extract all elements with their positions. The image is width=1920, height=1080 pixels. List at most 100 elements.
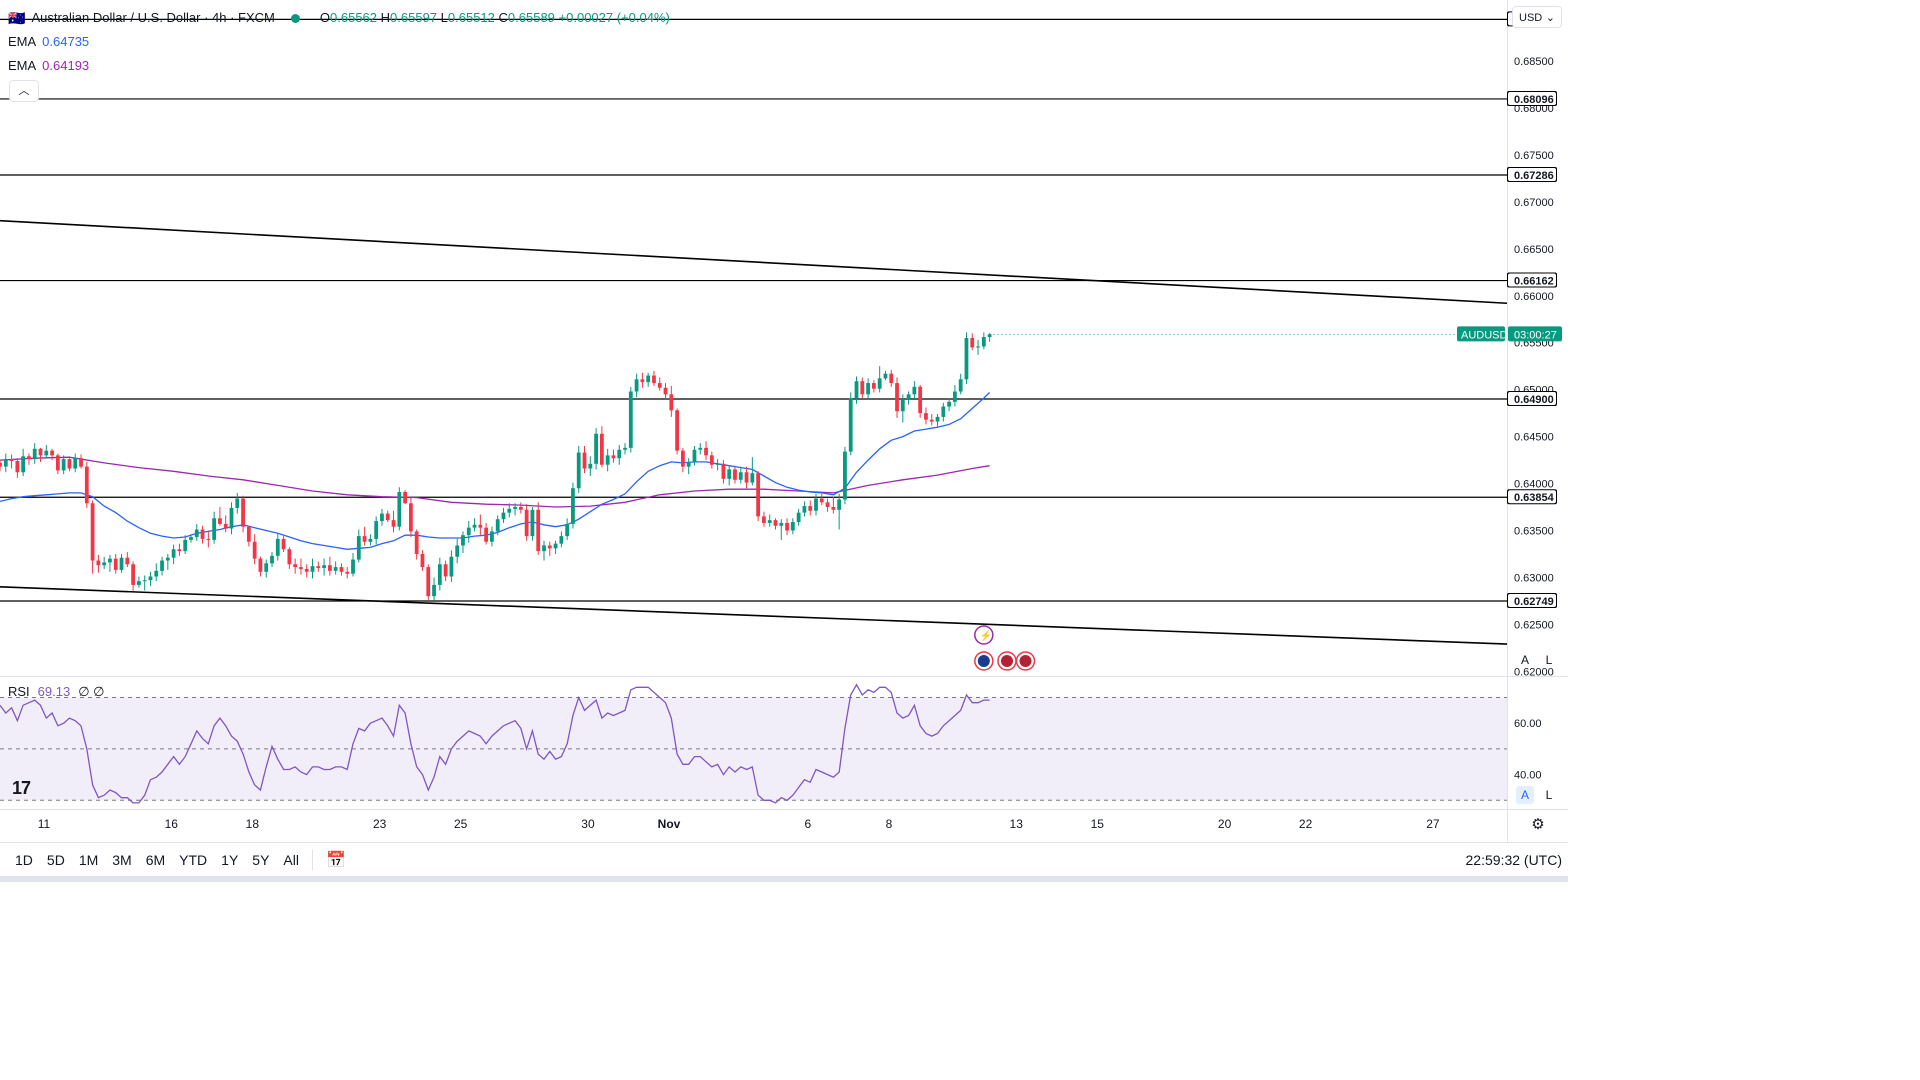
auto-scale-button[interactable]: A (1520, 653, 1529, 667)
candle (854, 381, 859, 399)
candle (55, 455, 60, 471)
candle (819, 498, 824, 503)
candle (571, 488, 575, 524)
candle (947, 401, 952, 407)
candle (327, 565, 332, 571)
price-tick-label: 0.68500 (1514, 56, 1554, 68)
candle (611, 455, 616, 459)
candle (189, 537, 193, 540)
timeframe-6m[interactable]: 6M (145, 852, 166, 868)
candle (3, 459, 8, 467)
timeframe-1d[interactable]: 1D (15, 852, 33, 868)
candle (964, 338, 969, 380)
candle (669, 394, 674, 411)
timeframe-1m[interactable]: 1M (78, 852, 99, 868)
candle (44, 450, 49, 456)
candle (814, 498, 818, 511)
timeframe-5y[interactable]: 5Y (252, 852, 270, 868)
chevron-down-icon: ⌄ (1545, 12, 1555, 24)
candle (831, 507, 836, 510)
candle (287, 549, 292, 565)
settings-gear-icon[interactable]: ⚙ (1531, 816, 1545, 833)
candle (84, 466, 89, 504)
candle (490, 531, 494, 542)
candle (958, 379, 963, 392)
candle (194, 529, 199, 538)
candle (542, 545, 546, 552)
candle (889, 373, 894, 384)
candle (235, 498, 240, 508)
candle (825, 502, 830, 507)
rsi-log-scale-button[interactable]: L (1545, 788, 1553, 802)
candle (299, 567, 303, 569)
candle (663, 387, 668, 395)
collapse-legend-button[interactable]: ︿ (9, 80, 39, 102)
level-price-tag-inner (1508, 593, 1556, 607)
symbol-title[interactable]: Australian Dollar / U.S. Dollar · 4h · F… (31, 10, 275, 25)
candle (281, 538, 286, 550)
candle (21, 456, 26, 473)
timeframe-5d[interactable]: 5D (46, 852, 65, 868)
chart-legend: 🇦🇺 Australian Dollar / U.S. Dollar · 4h … (8, 6, 670, 78)
currency-select[interactable]: USD ⌄ (1512, 6, 1562, 28)
ema-slow-legend[interactable]: EMA 0.64193 (8, 58, 90, 73)
candle (223, 523, 228, 529)
price-tick-label: 0.63500 (1514, 525, 1554, 537)
utc-clock[interactable]: 22:59:32 (UTC) (1465, 852, 1562, 868)
candle (154, 570, 159, 577)
dividend-event-icon (974, 625, 994, 645)
rsi-legend[interactable]: RSI 69.13 ∅ ∅ (8, 684, 105, 699)
candle (165, 557, 170, 561)
timeframe-ytd[interactable]: YTD (179, 852, 208, 868)
candle (449, 556, 454, 577)
candle (316, 566, 321, 569)
rsi-auto-scale-button[interactable]: A (1516, 786, 1534, 804)
candle (252, 541, 257, 559)
candle (709, 455, 714, 465)
ema-fast-legend[interactable]: EMA 0.64735 (8, 34, 90, 49)
price-tick-label: 0.66000 (1514, 291, 1554, 303)
candle (206, 538, 211, 540)
candle (345, 571, 350, 574)
candle (432, 584, 436, 597)
bottom-toolbar: 1D 5D 1M 3M 6M YTD 1Y 5Y All 📅 22:59:32 … (0, 842, 1568, 877)
time-tick-label: 25 (454, 817, 468, 831)
candle (617, 449, 622, 459)
candle (119, 557, 124, 570)
flag-icon (1019, 655, 1032, 667)
price-tick-label: 0.63000 (1514, 572, 1554, 584)
level-price-label: 0.62749 (1514, 596, 1554, 608)
candle (698, 447, 703, 450)
candle (918, 386, 923, 414)
level-price-label: 0.66162 (1514, 276, 1554, 288)
timeframe-3m[interactable]: 3M (112, 852, 132, 868)
candle (409, 503, 413, 532)
candle (657, 383, 662, 388)
candle (895, 383, 899, 412)
ema-slow-line (0, 456, 990, 508)
candle (941, 406, 946, 417)
candle (900, 399, 905, 412)
level-price-label: 0.67286 (1514, 170, 1554, 182)
price-chart[interactable]: 0.68500 0.68000 0.67500 0.67000 0.66500 0.660… (0, 0, 1568, 842)
candle (762, 516, 766, 523)
candle (200, 529, 205, 539)
candle (605, 455, 610, 465)
level-price-tag-inner (1508, 91, 1556, 105)
bottom-strip (0, 876, 1568, 882)
candle (102, 562, 107, 566)
candle (790, 522, 795, 531)
date-range-icon[interactable]: 📅 (325, 852, 346, 869)
candle (38, 448, 43, 456)
candle (652, 375, 656, 384)
timeframe-1y[interactable]: 1Y (221, 852, 239, 868)
candle (275, 538, 280, 556)
candle (246, 526, 251, 542)
candle (264, 563, 269, 572)
chevron-up-icon: ︿ (18, 85, 30, 97)
candle (953, 391, 957, 402)
candle (177, 549, 182, 552)
log-scale-button[interactable]: L (1545, 653, 1553, 667)
timeframe-all[interactable]: All (283, 852, 299, 868)
candle (553, 543, 558, 549)
